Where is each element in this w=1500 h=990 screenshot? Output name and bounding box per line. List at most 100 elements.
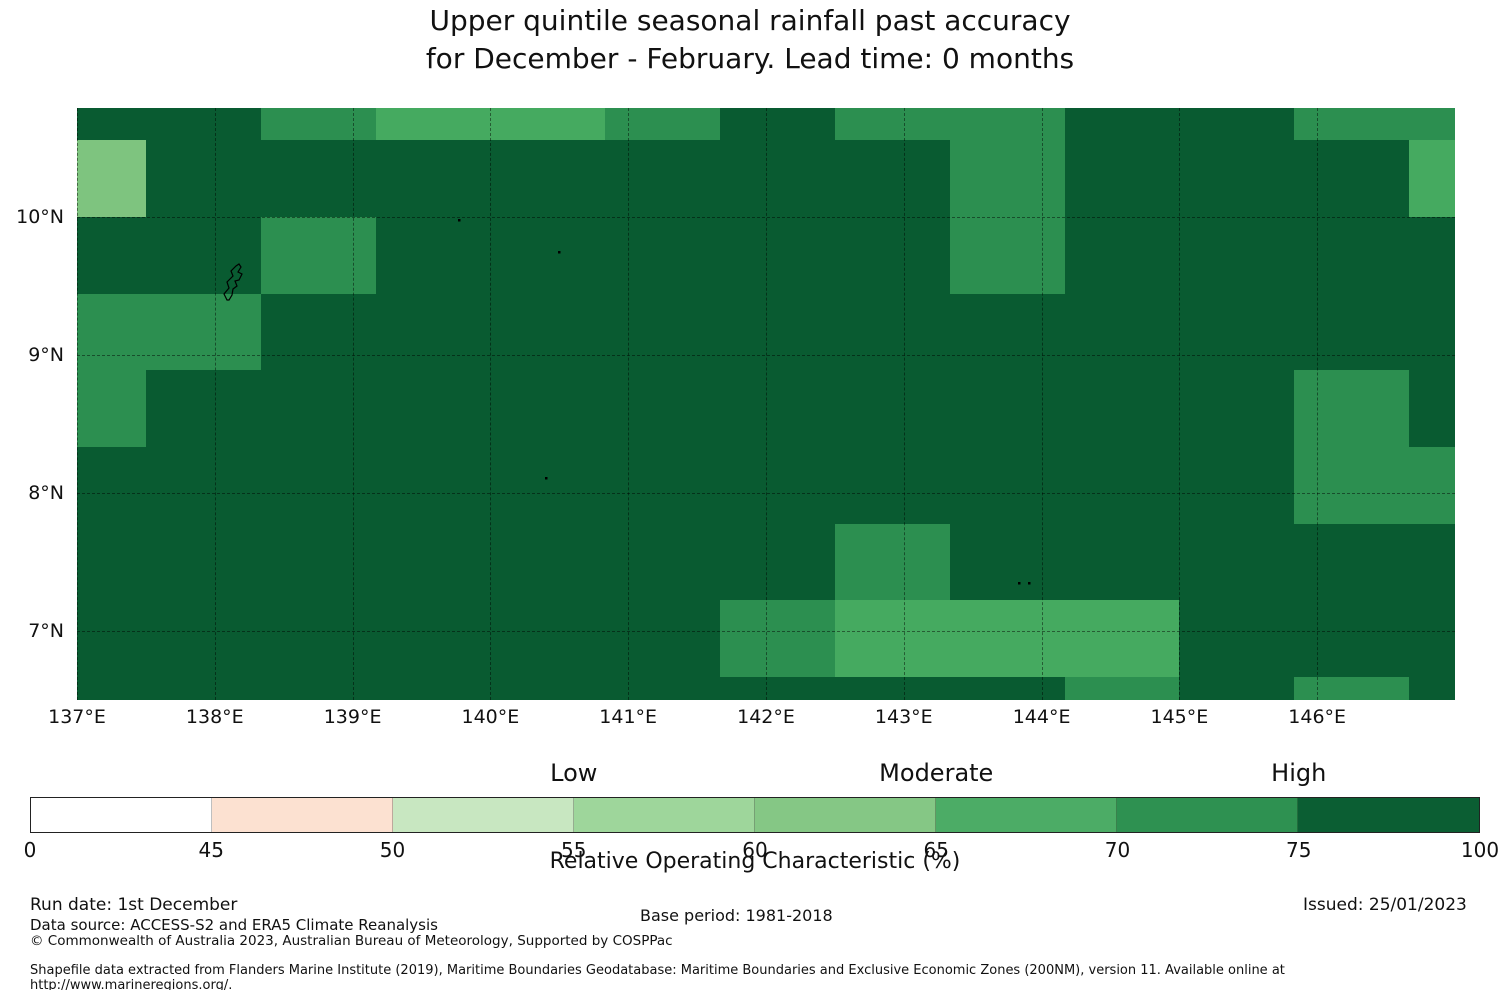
- map-cell: [490, 600, 606, 677]
- colorbar-tick-label: 70: [1104, 838, 1131, 862]
- map-cell: [1064, 676, 1180, 700]
- map-cell: [145, 447, 261, 524]
- map-cell: [375, 370, 491, 448]
- map-cell: [834, 108, 950, 141]
- map-cell: [1409, 676, 1455, 700]
- map-cell: [1064, 370, 1180, 448]
- parallel-line: [77, 493, 1455, 494]
- map-cell: [1064, 600, 1180, 677]
- page-title-line1: Upper quintile seasonal rainfall past ac…: [429, 4, 1071, 37]
- meridian-line: [1041, 108, 1043, 700]
- map-cell: [834, 676, 950, 700]
- map-cell: [77, 523, 146, 601]
- map-cell: [260, 370, 376, 448]
- map-cell: [77, 600, 146, 677]
- map-cell: [1064, 293, 1180, 371]
- x-tick-label: 139°E: [323, 706, 382, 728]
- map-cell: [145, 523, 261, 601]
- colorbar-tick-label: 75: [1286, 838, 1312, 862]
- map-cell: [1064, 217, 1180, 294]
- map-cell: [145, 370, 261, 448]
- map-cell: [949, 370, 1065, 448]
- x-tick-label: 146°E: [1288, 706, 1347, 728]
- map-cell: [1294, 600, 1410, 677]
- map-cell: [834, 140, 950, 217]
- map-cell: [260, 140, 376, 217]
- map-cell: [1409, 600, 1455, 677]
- parallel-line: [77, 355, 1455, 356]
- colorbar-tick-label: 50: [379, 838, 406, 862]
- y-tick-label: 8°N: [28, 482, 64, 504]
- map-cell: [1409, 140, 1455, 217]
- map-cell: [260, 447, 376, 524]
- meridian-line: [628, 108, 630, 700]
- map-cell: [1179, 140, 1295, 217]
- map-cell: [375, 676, 491, 700]
- map-cell: [1179, 293, 1295, 371]
- meridian-line: [214, 108, 216, 700]
- data-source-text: Data source: ACCESS-S2 and ERA5 Climate …: [30, 916, 438, 934]
- map-cell: [605, 108, 721, 141]
- map-cell: [949, 217, 1065, 294]
- map-cell: [1179, 600, 1295, 677]
- colorbar: [30, 797, 1480, 833]
- colorbar-segment: [1298, 798, 1479, 832]
- map-cell: [77, 293, 146, 371]
- page-title-line2: for December - February. Lead time: 0 mo…: [425, 42, 1075, 75]
- map-cell: [1294, 293, 1410, 371]
- map-cell: [145, 140, 261, 217]
- copyright-text: © Commonwealth of Australia 2023, Austra…: [30, 933, 673, 949]
- map-cell: [490, 293, 606, 371]
- map-cell: [1409, 523, 1455, 601]
- colorbar-segment: [212, 798, 393, 832]
- map-cell: [490, 523, 606, 601]
- map-cell: [949, 676, 1065, 700]
- map-cell: [490, 217, 606, 294]
- map-cell: [1294, 140, 1410, 217]
- map-cell: [490, 676, 606, 700]
- y-tick-label: 7°N: [28, 620, 64, 642]
- map-cell: [834, 447, 950, 524]
- map-cell: [490, 108, 606, 141]
- map-cell: [1409, 293, 1455, 371]
- map-cell: [77, 447, 146, 524]
- map-cell: [145, 600, 261, 677]
- meridian-line: [490, 108, 492, 700]
- map-cell: [145, 676, 261, 700]
- map-cell: [1294, 370, 1410, 448]
- roc-heatmap: [77, 108, 1455, 700]
- parallel-line: [77, 631, 1455, 632]
- map-cell: [605, 523, 721, 601]
- map-cell: [1179, 108, 1295, 141]
- meridian-line: [766, 108, 767, 700]
- map-cell: [605, 447, 721, 524]
- map-cell: [1064, 108, 1180, 141]
- map-cell: [720, 676, 835, 700]
- map-cell: [1294, 676, 1410, 700]
- map-cell: [1409, 217, 1455, 294]
- colorbar-segment: [574, 798, 755, 832]
- map-cell: [834, 523, 950, 601]
- map-cell: [1294, 447, 1410, 524]
- map-cell: [1294, 217, 1410, 294]
- x-tick-label: 137°E: [48, 706, 106, 728]
- map-cell: [949, 447, 1065, 524]
- map-cell: [375, 293, 491, 371]
- colorbar-zone-label: Moderate: [879, 759, 994, 787]
- x-tick-label: 144°E: [1012, 706, 1071, 728]
- map-cell: [1064, 140, 1180, 217]
- map-cell: [720, 293, 835, 371]
- map-cell: [490, 447, 606, 524]
- meridian-line: [77, 108, 78, 700]
- map-cell: [375, 447, 491, 524]
- map-cell: [720, 600, 835, 677]
- map-cell: [490, 370, 606, 448]
- map-cell: [77, 140, 146, 217]
- map-cell: [834, 370, 950, 448]
- map-cell: [1179, 370, 1295, 448]
- y-tick-label: 10°N: [16, 206, 64, 229]
- run-date-text: Run date: 1st December: [30, 895, 238, 915]
- map-cell: [605, 293, 721, 371]
- map-cell: [77, 108, 146, 141]
- x-tick-label: 140°E: [461, 706, 520, 728]
